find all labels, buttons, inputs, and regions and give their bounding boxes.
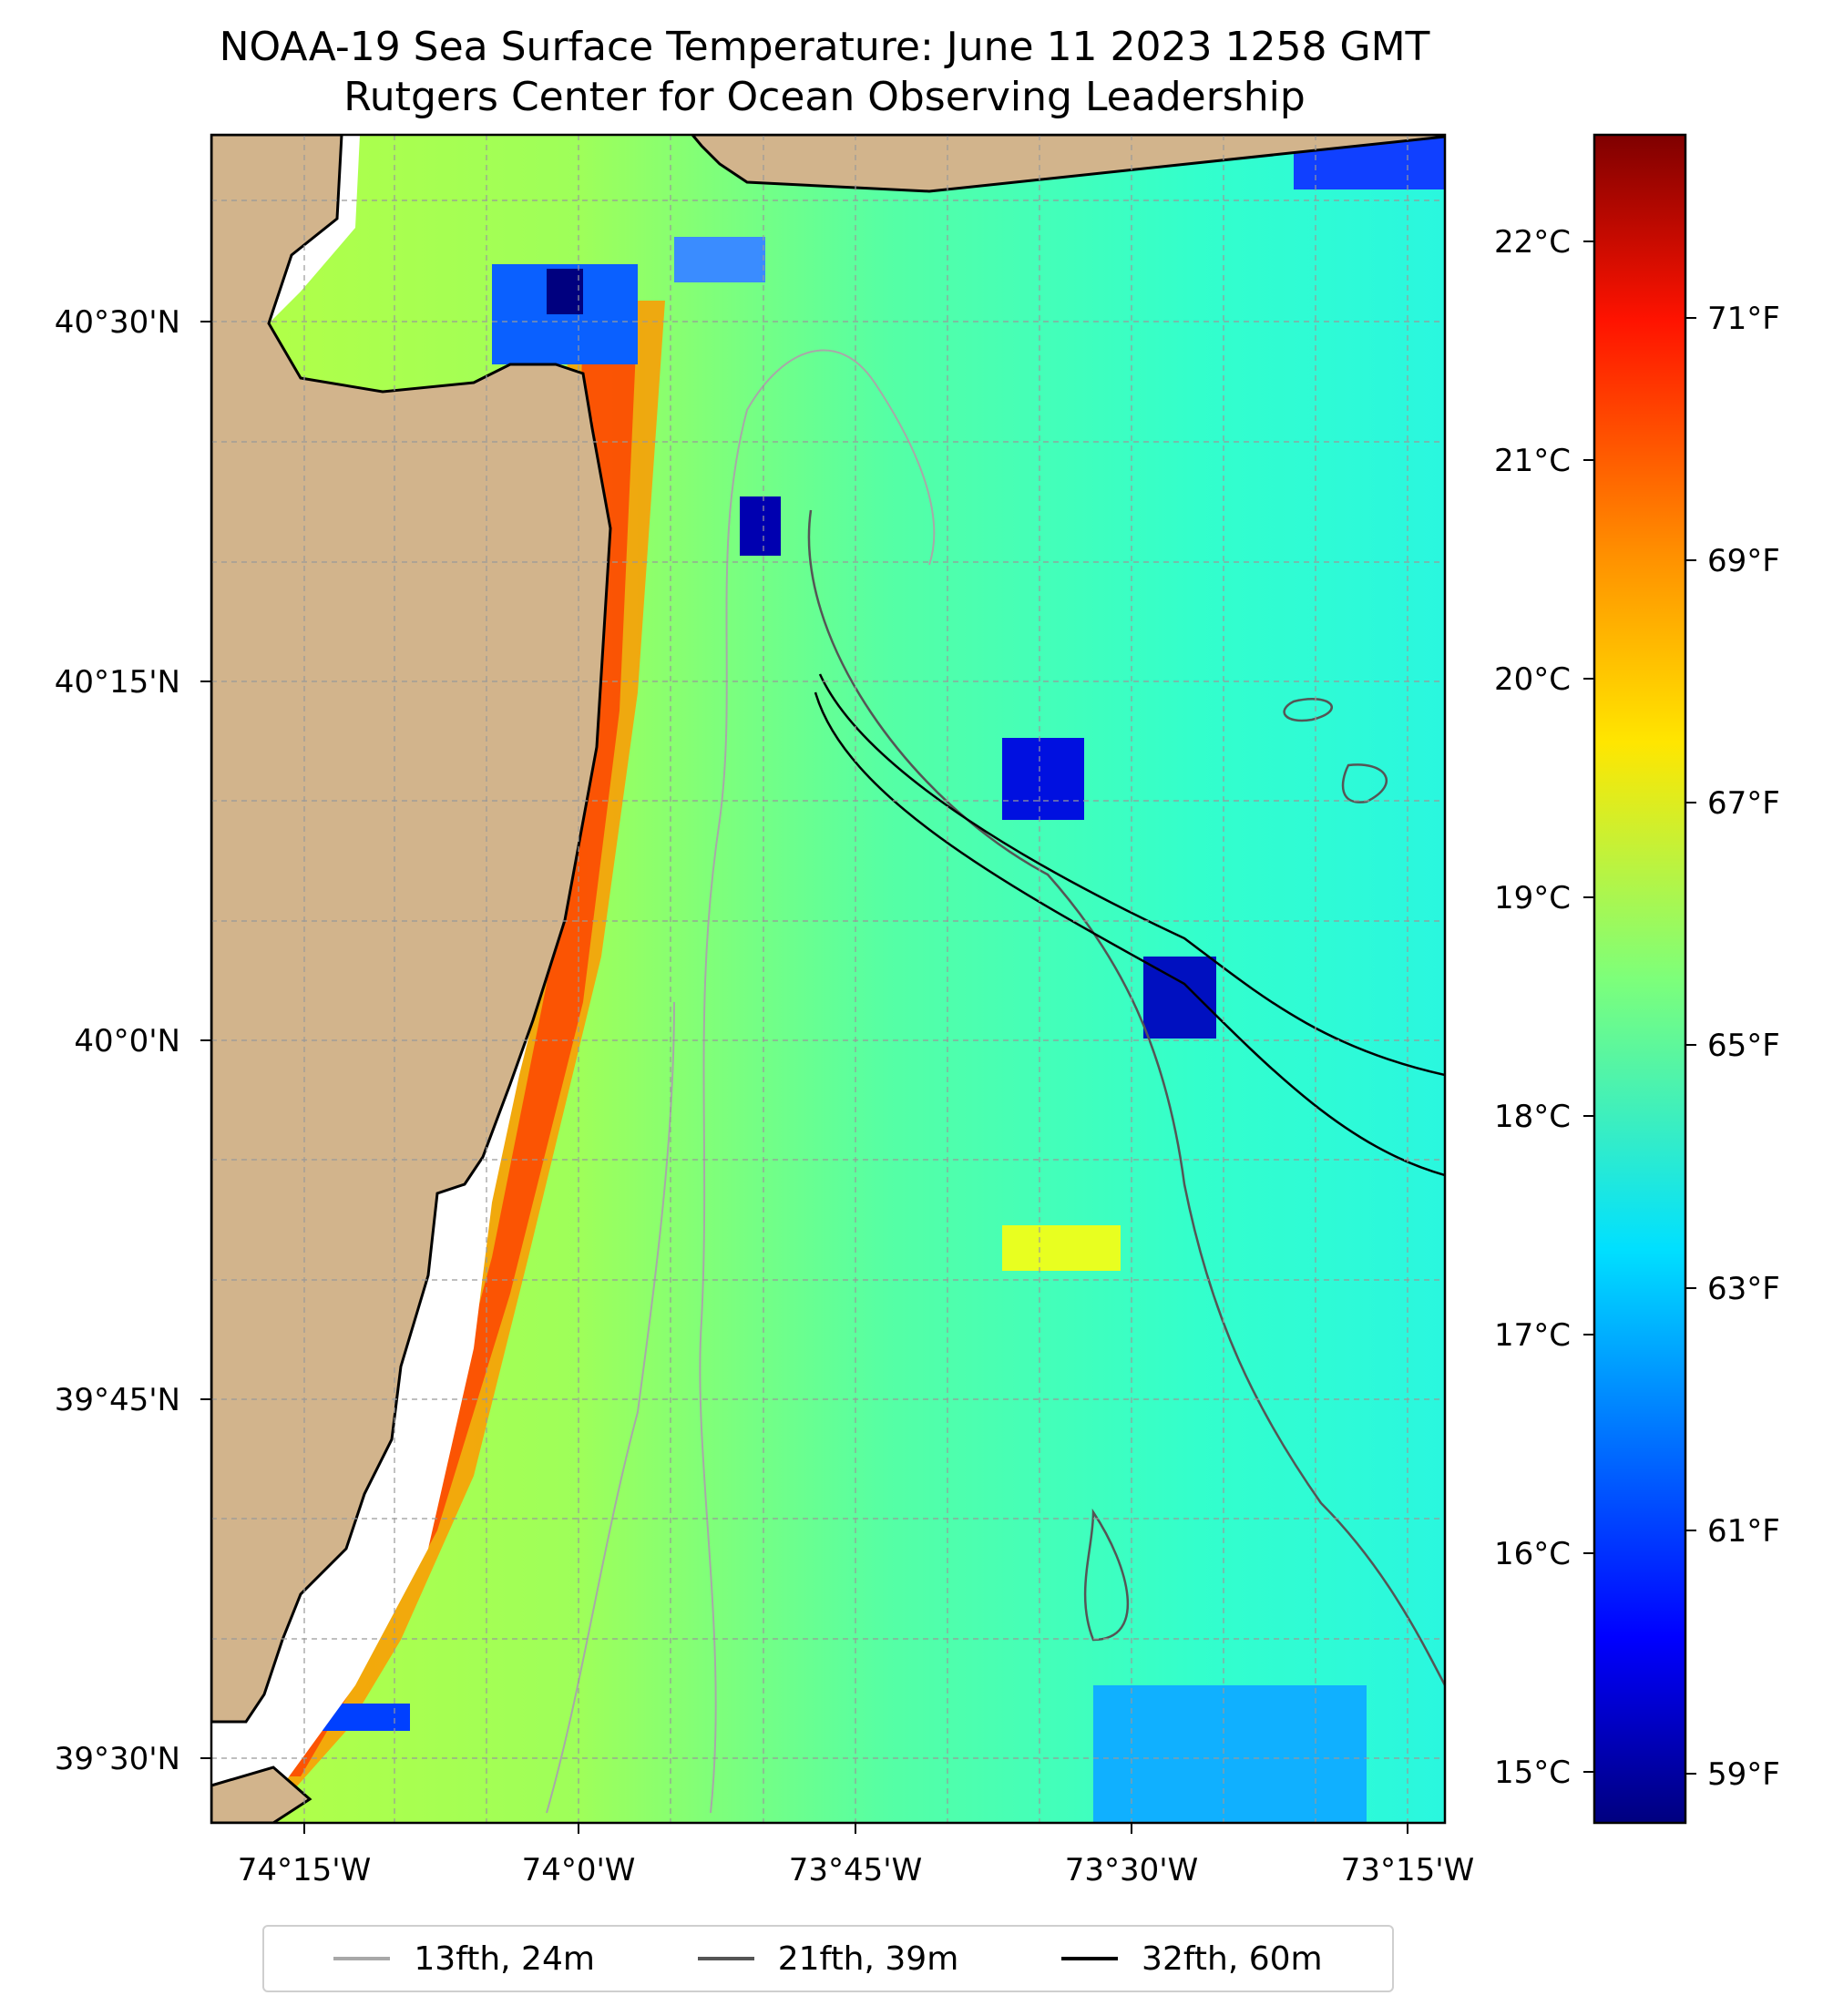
lon-label: 73°30'W [1065,1852,1199,1888]
isobath-32fth [814,673,1445,1177]
lon-label: 73°45'W [789,1852,923,1888]
legend-swatch-13fth [333,1957,391,1960]
lat-ticks [200,321,211,1759]
land-cape-may [211,1765,312,1823]
legend-item-32fth: 32fth, 60m [1061,1940,1323,1978]
colorbar-celsius-label: 18°C [1494,1099,1571,1135]
colorbar-fahrenheit-label: 65°F [1707,1028,1780,1064]
legend-item-21fth: 21fth, 39m [697,1939,959,1978]
graticule [211,135,1445,1823]
colorbar [1593,133,1687,1825]
legend-swatch-21fth [697,1957,754,1960]
legend-item-13fth: 13fth, 24m [333,1940,595,1978]
land-long-island [691,135,1445,193]
cool-patch-south [1093,1685,1367,1822]
cold-anomaly-mid [1002,738,1084,820]
legend-swatch-32fth [1061,1957,1119,1960]
map-frame [210,133,1447,1825]
lon-ticks [303,1823,1408,1834]
legend-label: 21fth, 39m [777,1939,959,1978]
map-subtitle: Rutgers Center for Ocean Observing Leade… [343,74,1306,120]
cold-anomaly-north [674,237,765,282]
colorbar-fahrenheit-label: 69°F [1707,543,1780,579]
colorbar-fahrenheit-label: 61°F [1707,1513,1780,1550]
isobath-13fth [546,349,936,1814]
colorbar-fahrenheit-label: 63°F [1707,1271,1780,1307]
legend-label: 32fth, 60m [1142,1939,1323,1978]
lat-label: 40°30'N [55,304,180,341]
isobath-legend: 13fth, 24m 21fth, 39m 32fth, 60m [262,1925,1394,1992]
cold-core-raritan [547,269,583,314]
lon-label: 73°15'W [1341,1852,1475,1888]
cold-anomaly-east [1143,957,1216,1039]
colorbar-fahrenheit-label: 67°F [1707,785,1780,822]
lat-label: 39°30'N [55,1741,180,1777]
nearshore-hot-band [273,310,638,1776]
lat-label: 40°0'N [74,1023,180,1059]
land-new-jersey [211,135,612,1724]
map-title: NOAA-19 Sea Surface Temperature: June 11… [219,24,1430,70]
colorbar-fahrenheit-ticks [1685,317,1696,1775]
warm-patch [1002,1225,1121,1271]
lat-label: 39°45'N [55,1382,180,1418]
lon-label: 74°15'W [238,1852,372,1888]
colorbar-celsius-label: 17°C [1494,1317,1571,1354]
isobath-21fth [807,509,1445,1686]
map-area [211,135,1445,1823]
colorbar-celsius-label: 15°C [1494,1755,1571,1791]
colorbar-celsius-label: 22°C [1494,224,1571,261]
colorbar-celsius-label: 19°C [1494,880,1571,916]
lat-label: 40°15'N [55,664,180,701]
colorbar-fahrenheit-label: 59°F [1707,1756,1780,1793]
colorbar-celsius-ticks [1583,240,1594,1773]
legend-label: 13fth, 24m [414,1939,595,1978]
colorbar-fahrenheit-label: 71°F [1707,301,1780,337]
colorbar-celsius-label: 20°C [1494,661,1571,698]
lon-label: 74°0'W [522,1852,636,1888]
cold-anomaly-hudson [740,496,781,556]
colorbar-celsius-label: 16°C [1494,1536,1571,1572]
colorbar-celsius-label: 21°C [1494,443,1571,479]
